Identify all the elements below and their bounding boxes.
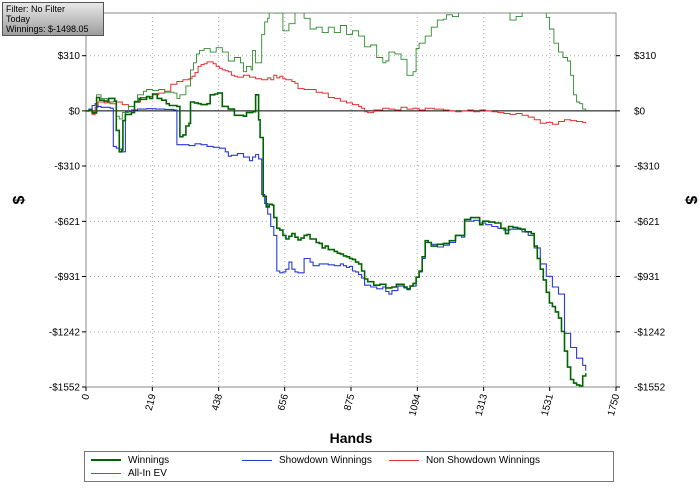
- x-tick-label: 1094: [407, 393, 423, 418]
- series-line-non-showdown-winnings: [86, 61, 587, 125]
- legend-label-all-in-ev: All-In EV: [128, 468, 167, 479]
- legend-item-winnings: Winnings: [91, 455, 169, 466]
- x-tick-label: 875: [342, 393, 357, 412]
- legend-label-non-showdown: Non Showdown Winnings: [426, 455, 540, 466]
- y-axis-title-right: $: [682, 196, 699, 205]
- series-line-winnings: [86, 92, 587, 387]
- legend-item-non-showdown: Non Showdown Winnings: [389, 455, 540, 466]
- y-tick-label-right: -$310: [634, 162, 660, 173]
- y-tick-label-left: -$1242: [49, 327, 81, 338]
- y-tick-label-left: $310: [58, 51, 81, 62]
- y-tick-label-right: $310: [634, 51, 657, 62]
- x-tick-label: 0: [80, 393, 92, 402]
- y-tick-label-left: $0: [69, 106, 81, 117]
- date-range-line: Today: [6, 14, 31, 24]
- y-tick-label-left: -$1552: [49, 383, 81, 394]
- y-tick-label-right: -$1242: [634, 327, 666, 338]
- legend-label-winnings: Winnings: [128, 455, 170, 466]
- legend-label-showdown: Showdown Winnings: [279, 455, 372, 466]
- y-tick-label-right: $0: [634, 106, 646, 117]
- winnings-total-line: Winnings: $-1498.05: [6, 24, 89, 34]
- grid: [86, 13, 616, 387]
- y-axis-title-left: $: [11, 195, 28, 204]
- legend-swatch-winnings: [91, 459, 121, 462]
- y-tick-label-right: -$621: [634, 217, 660, 228]
- filter-info-box: Filter: No Filter Today Winnings: $-1498…: [2, 2, 104, 36]
- series-line-all-in-ev: [86, 13, 587, 120]
- x-tick-label: 1750: [606, 393, 622, 418]
- series-group: [86, 13, 587, 387]
- x-ticks: 0 219 438 656 875 1094 1313 1531 1750: [80, 387, 623, 418]
- y-ticks-left: $310 $0 -$310 -$621 -$931 -$1242 -$1552: [49, 51, 86, 394]
- x-axis-title: Hands: [330, 430, 373, 446]
- legend: Winnings Showdown Winnings Non Showdown …: [84, 451, 614, 482]
- y-tick-label-right: -$1552: [634, 383, 666, 394]
- series-line-showdown-winnings: [86, 103, 587, 371]
- x-tick-label: 1531: [540, 393, 556, 418]
- y-tick-label-left: -$931: [54, 272, 80, 283]
- legend-item-all-in-ev: All-In EV: [91, 468, 167, 479]
- plot-area: [85, 12, 617, 388]
- legend-item-showdown: Showdown Winnings: [242, 455, 372, 466]
- x-tick-label: 656: [276, 393, 291, 412]
- legend-swatch-showdown: [242, 459, 272, 461]
- x-tick-label: 1313: [474, 393, 490, 418]
- filter-line: Filter: No Filter: [6, 4, 66, 14]
- y-tick-label-right: -$931: [634, 272, 660, 283]
- y-tick-label-left: -$621: [54, 217, 80, 228]
- x-tick-label: 438: [210, 393, 225, 412]
- x-tick-label: 219: [144, 393, 159, 412]
- legend-swatch-non-showdown: [389, 459, 419, 461]
- y-tick-label-left: -$310: [54, 162, 80, 173]
- legend-swatch-all-in-ev: [91, 472, 121, 474]
- y-ticks-right: $310 $0 -$310 -$621 -$931 -$1242 -$1552: [616, 51, 666, 394]
